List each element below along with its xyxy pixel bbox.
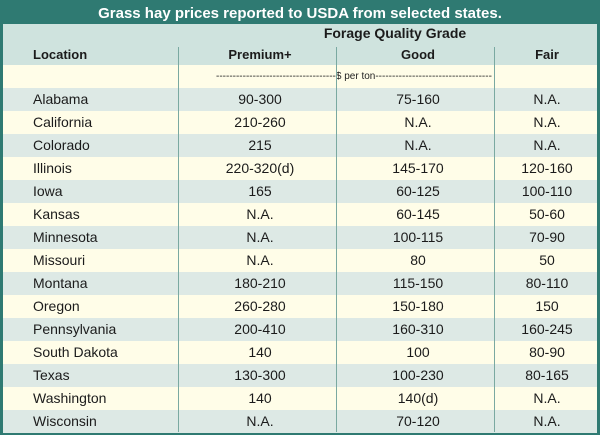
cell-good: 100	[406, 344, 430, 360]
table-row: Pennsylvania 200-410 160-310 160-245	[3, 318, 597, 341]
cell-premium: 220-320(d)	[225, 160, 295, 176]
cell-good: 150-180	[392, 298, 444, 314]
cell-location: Washington	[33, 390, 107, 406]
table-title: Grass hay prices reported to USDA from s…	[3, 3, 597, 24]
column-header-location: Location	[33, 47, 88, 62]
cell-good: 100-230	[392, 367, 444, 383]
cell-premium: 210-260	[234, 114, 286, 130]
cell-premium: 140	[248, 390, 272, 406]
cell-premium: 140	[248, 344, 272, 360]
cell-good: 75-160	[396, 91, 440, 107]
cell-fair: 160-245	[521, 321, 573, 337]
cell-good: 80	[410, 252, 426, 268]
table-row: Oregon 260-280 150-180 150	[3, 295, 597, 318]
cell-premium: N.A.	[246, 229, 274, 245]
cell-premium: N.A.	[246, 252, 274, 268]
cell-fair: 80-90	[529, 344, 565, 360]
cell-fair: 100-110	[521, 183, 573, 199]
cell-premium: 180-210	[234, 275, 286, 291]
cell-location: Wisconsin	[33, 413, 97, 429]
cell-premium: N.A.	[246, 206, 274, 222]
cell-good: 140(d)	[397, 390, 439, 406]
cell-premium: 200-410	[234, 321, 286, 337]
cell-fair: 150	[535, 298, 559, 314]
cell-fair: 120-160	[521, 160, 573, 176]
table-row: Iowa 165 60-125 100-110	[3, 180, 597, 203]
cell-fair: 80-165	[525, 367, 569, 383]
cell-location: Montana	[33, 275, 88, 291]
unit-label: ------------------------------------$ pe…	[216, 71, 492, 82]
table-row: Alabama 90-300 75-160 N.A.	[3, 88, 597, 111]
cell-fair: N.A.	[533, 137, 561, 153]
column-header-row: Location Premium+ Good Fair	[3, 45, 597, 65]
table-row: Kansas N.A. 60-145 50-60	[3, 203, 597, 226]
column-header-premium: Premium+	[228, 47, 292, 62]
table-row: Montana 180-210 115-150 80-110	[3, 272, 597, 295]
column-divider-1	[178, 47, 179, 432]
cell-location: Colorado	[33, 137, 90, 153]
cell-location: Oregon	[33, 298, 80, 314]
cell-location: Iowa	[33, 183, 63, 199]
table-row: Missouri N.A. 80 50	[3, 249, 597, 272]
table-row: Illinois 220-320(d) 145-170 120-160	[3, 157, 597, 180]
cell-premium: 130-300	[234, 367, 286, 383]
cell-location: Pennsylvania	[33, 321, 117, 337]
cell-location: Minnesota	[33, 229, 98, 245]
unit-row: ------------------------------------$ pe…	[3, 65, 597, 88]
cell-premium: 165	[248, 183, 272, 199]
cell-good: 145-170	[392, 160, 444, 176]
cell-premium: 90-300	[238, 91, 282, 107]
column-divider-2	[336, 47, 337, 432]
cell-location: Missouri	[33, 252, 86, 268]
column-header-good: Good	[401, 47, 435, 62]
cell-good: 70-120	[396, 413, 440, 429]
cell-good: 100-115	[392, 229, 444, 245]
cell-premium: N.A.	[246, 413, 274, 429]
table-row: South Dakota 140 100 80-90	[3, 341, 597, 364]
cell-fair: 80-110	[525, 275, 569, 291]
cell-fair: 50	[539, 252, 555, 268]
cell-fair: N.A.	[533, 413, 561, 429]
column-divider-3	[494, 47, 495, 432]
cell-location: Alabama	[33, 91, 89, 107]
cell-location: California	[33, 114, 93, 130]
table-header: Forage Quality Grade Location Premium+ G…	[3, 24, 597, 65]
cell-fair: 70-90	[529, 229, 565, 245]
table-row: Minnesota N.A. 100-115 70-90	[3, 226, 597, 249]
grade-group-label: Forage Quality Grade	[323, 25, 467, 41]
table-row: Colorado 215 N.A. N.A.	[3, 134, 597, 157]
cell-good: N.A.	[404, 114, 432, 130]
cell-fair: 50-60	[529, 206, 565, 222]
cell-good: 115-150	[392, 275, 444, 291]
cell-fair: N.A.	[533, 91, 561, 107]
cell-location: Kansas	[33, 206, 80, 222]
cell-premium: 260-280	[234, 298, 286, 314]
table-row: Texas 130-300 100-230 80-165	[3, 364, 597, 387]
table-body: Alabama 90-300 75-160 N.A. California 210-260…	[3, 88, 597, 433]
column-header-fair: Fair	[535, 47, 559, 62]
cell-location: South Dakota	[33, 344, 118, 360]
cell-location: Texas	[33, 367, 70, 383]
table-row: Washington 140 140(d) N.A.	[3, 387, 597, 410]
cell-good: N.A.	[404, 137, 432, 153]
cell-premium: 215	[248, 137, 272, 153]
cell-location: Illinois	[33, 160, 72, 176]
cell-good: 160-310	[392, 321, 444, 337]
cell-fair: N.A.	[533, 114, 561, 130]
cell-good: 60-145	[396, 206, 440, 222]
table-row: California 210-260 N.A. N.A.	[3, 111, 597, 134]
cell-good: 60-125	[396, 183, 440, 199]
cell-fair: N.A.	[533, 390, 561, 406]
table-row: Wisconsin N.A. 70-120 N.A.	[3, 410, 597, 433]
